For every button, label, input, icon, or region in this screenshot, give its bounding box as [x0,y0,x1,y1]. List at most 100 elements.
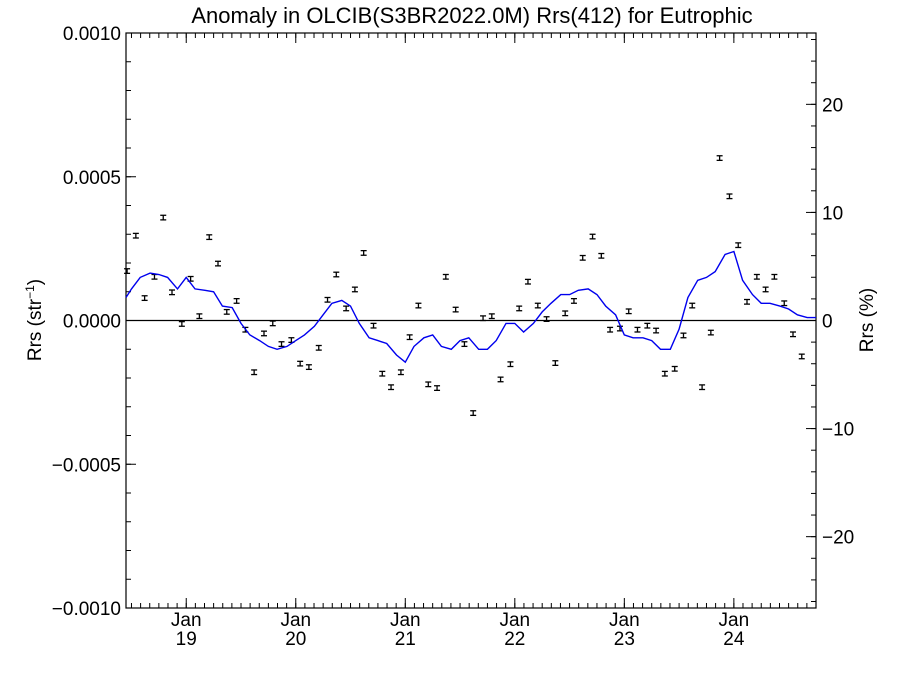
x-tick-label-month: Jan [499,610,530,631]
x-tick-label-year: 21 [395,629,416,650]
error-bar-point [269,320,276,327]
y-left-tick-label: 0.0005 [63,168,121,189]
error-bar-point [397,369,404,376]
error-bar-point [305,364,312,371]
error-bar-point [425,381,432,388]
x-tick-label-year: 22 [504,629,525,650]
error-bar-point [370,322,377,329]
error-bar-point [434,385,441,392]
error-bar-point [762,286,769,293]
error-bar-point [141,295,148,302]
error-bar-point [661,370,668,377]
x-tick-label-month: Jan [171,610,202,631]
y-left-tick-label: 0.0000 [63,312,121,333]
error-bar-point [524,278,531,285]
error-bar-point [233,297,240,304]
y-left-tick-label: −0.0010 [52,599,121,620]
error-bar-point [343,305,350,312]
y-right-tick-label: 20 [822,95,843,116]
y-left-tick-label: −0.0005 [52,455,121,476]
error-bar-point [360,249,367,256]
chart-title: Anomaly in OLCIB(S3BR2022.0M) Rrs(412) f… [191,3,752,28]
error-bar-point [251,369,258,376]
error-bar-point [278,341,285,348]
error-bar-point [798,353,805,360]
error-bar-point [480,315,487,322]
error-bar-point [671,365,678,372]
error-bar-point [534,302,541,309]
error-bar-point [160,214,167,221]
error-bar-point [333,271,340,278]
error-bar-point [297,360,304,367]
error-bar-point [735,242,742,249]
error-bar-series [124,155,805,417]
error-bar-point [215,260,221,267]
error-bar-point [753,273,760,280]
error-bar-point [653,327,660,334]
x-tick-label-month: Jan [390,610,421,631]
error-bar-point [579,254,586,261]
error-bar-point [415,302,422,309]
error-bar-point [716,155,723,162]
error-bar-point [178,320,185,327]
error-bar-point [680,332,687,339]
error-bar-point [488,313,495,320]
error-bar-point [406,334,413,341]
error-bar-point [379,370,386,377]
error-bar-point [151,273,158,280]
error-bar-point [625,308,632,315]
error-bar-point [351,286,358,293]
error-bar-point [744,298,750,305]
error-bar-point [442,273,449,280]
error-bar-point [781,300,788,307]
error-bar-point [516,305,523,312]
error-bar-point [124,268,131,275]
error-bar-point [699,384,706,391]
smoothed-line-series [125,250,816,364]
error-bar-point [452,306,459,313]
error-bar-point [607,326,614,333]
error-bar-point [261,330,267,337]
error-bar-point [497,376,504,383]
error-bar-point [543,316,550,323]
x-tick-label-year: 24 [723,629,745,650]
error-bar-point [589,233,596,240]
x-tick-label-year: 23 [614,629,635,650]
error-bar-point [169,289,175,296]
error-bar-point [223,308,230,315]
error-bar-point [771,273,778,280]
tick-labels: 0.0010 0.0005 0.0000 −0.0005 −0.0010 20 10 0 −10… [52,24,854,650]
x-tick-label-year: 20 [285,629,306,650]
x-tick-label-month: Jan [280,610,311,631]
error-bar-point [790,331,796,338]
error-bar-point [315,344,322,351]
y-right-tick-label: 0 [822,312,833,333]
y-axis-label-left: Rrs (str−1) [23,279,46,361]
y-right-tick-label: −10 [822,420,854,441]
y-right-tick-label: 10 [822,203,843,224]
error-bar-point [388,384,395,391]
error-bar-point [507,361,514,368]
error-bar-point [461,341,468,348]
y-right-tick-label: −20 [822,528,854,549]
error-bar-point [324,296,331,303]
error-bar-point [132,232,139,239]
error-bar-point [689,302,696,309]
y-left-tick-label: 0.0010 [63,24,121,45]
error-bar-point [707,329,714,336]
error-bar-point [470,410,477,417]
error-bar-point [644,322,651,329]
error-bar-point [634,326,641,333]
x-tick-label-month: Jan [609,610,640,631]
error-bar-point [726,193,733,200]
error-bar-point [196,313,203,320]
error-bar-point [570,297,577,304]
error-bar-point [562,310,569,317]
y-axis-label-right: Rrs (%) [857,288,878,352]
error-bar-point [206,234,213,241]
x-tick-label-month: Jan [719,610,750,631]
smoothed-line [125,250,816,364]
error-bar-point [598,252,605,259]
x-tick-label-year: 19 [176,629,197,650]
